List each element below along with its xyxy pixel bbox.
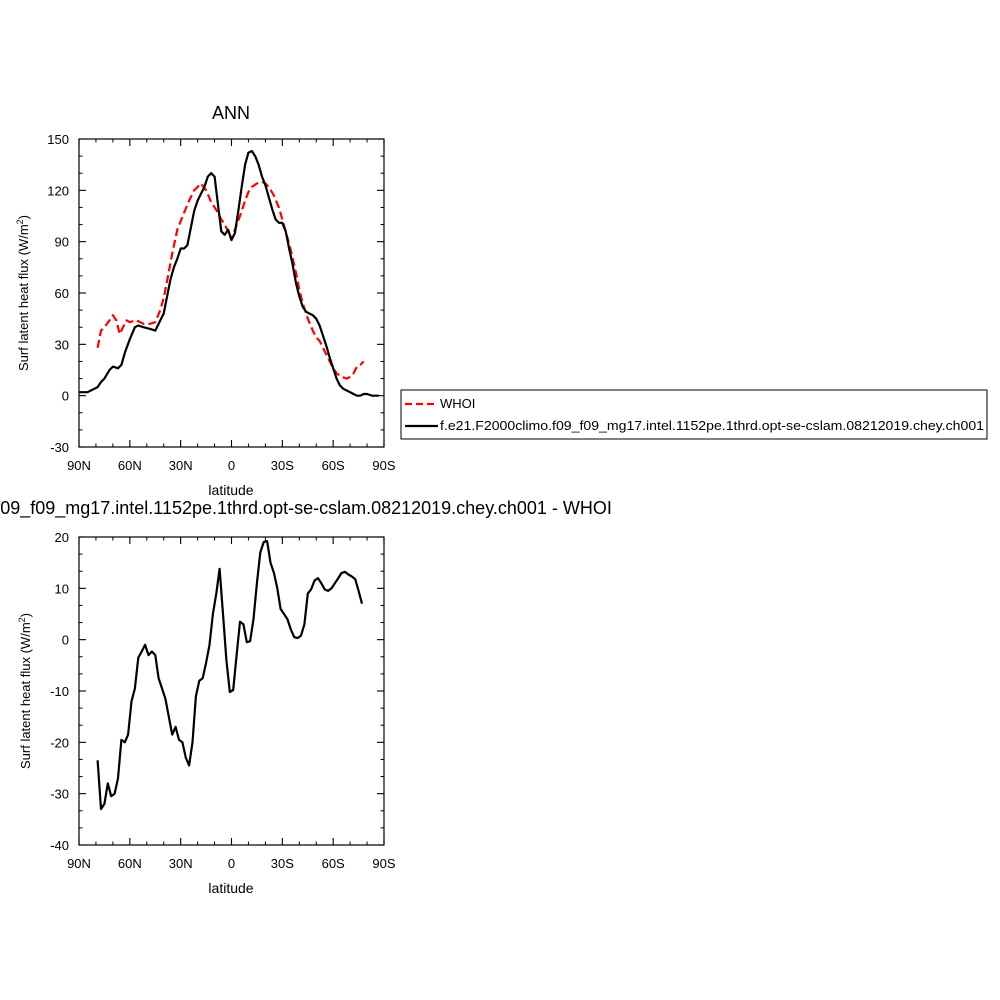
bottom-chart-title: f.e21.F2000climo.f09_f09_mg17.intel.1152… [0, 498, 612, 519]
y-tick-label: 120 [47, 183, 69, 198]
x-tick-label: 60N [118, 856, 142, 871]
bottom-y-label-main: Surf latent heat flux (W/m [18, 622, 33, 769]
bottom-y-label-tail: ) [18, 613, 33, 617]
bottom-y-label-sup: 2 [17, 617, 27, 622]
top-chart-title: ANN [212, 103, 250, 123]
legend: WHOI f.e21.F2000climo.f09_f09_mg17.intel… [400, 389, 988, 440]
top-series-line-whoi [96, 180, 365, 380]
x-tick-label: 90S [372, 458, 395, 473]
bottom-x-axis-label: latitude [208, 880, 253, 896]
bottom-axis-ticks [78, 536, 385, 846]
top-series-lines [79, 149, 379, 397]
x-tick-label: 30S [271, 856, 294, 871]
top-y-tick-labels: -30 0 30 60 90 120 150 [47, 132, 69, 455]
legend-label-whoi: WHOI [440, 396, 475, 411]
top-y-axis-label: Surf latent heat flux (W/m2) [15, 215, 31, 371]
y-tick-label: 10 [55, 581, 69, 596]
y-tick-label: -30 [50, 787, 69, 802]
top-y-label-tail: ) [16, 215, 31, 219]
top-panel: ANN -30 0 30 60 90 120 150 90N 60N 30N 0 30S 60S 90S… [15, 103, 988, 498]
top-y-label-main: Surf latent heat flux (W/m [16, 224, 31, 371]
top-plot-frame [78, 138, 385, 448]
x-tick-label: 0 [228, 458, 235, 473]
x-tick-label: 0 [228, 856, 235, 871]
bottom-series-line-difference [96, 539, 364, 811]
bottom-panel: f.e21.F2000climo.f09_f09_mg17.intel.1152… [0, 498, 612, 896]
x-tick-label: 90N [67, 458, 91, 473]
y-tick-label: 90 [55, 235, 69, 250]
bottom-y-axis-label: Surf latent heat flux (W/m2) [17, 613, 33, 769]
y-tick-label: 20 [55, 530, 69, 545]
top-axis-ticks [78, 138, 385, 448]
y-tick-label: -30 [50, 440, 69, 455]
y-tick-label: 30 [55, 337, 69, 352]
y-tick-label: -10 [50, 684, 69, 699]
bottom-y-tick-labels: -40 -30 -20 -10 0 10 20 [50, 530, 69, 853]
y-tick-label: 60 [55, 286, 69, 301]
bottom-series-lines [96, 539, 364, 811]
legend-box [400, 389, 988, 440]
top-x-axis-label: latitude [208, 482, 253, 498]
y-tick-label: 0 [62, 633, 69, 648]
x-tick-label: 60N [118, 458, 142, 473]
x-tick-label: 90S [372, 856, 395, 871]
x-tick-label: 60S [322, 458, 345, 473]
y-tick-label: -40 [50, 838, 69, 853]
x-tick-label: 30S [271, 458, 294, 473]
y-tick-label: 0 [62, 389, 69, 404]
y-tick-label: 150 [47, 132, 69, 147]
x-tick-label: 30N [169, 856, 193, 871]
y-tick-label: -20 [50, 735, 69, 750]
x-tick-label: 30N [169, 458, 193, 473]
top-x-tick-labels: 90N 60N 30N 0 30S 60S 90S [67, 458, 396, 473]
x-tick-label: 90N [67, 856, 91, 871]
legend-label-model: f.e21.F2000climo.f09_f09_mg17.intel.1152… [440, 418, 984, 433]
top-series-line-model [79, 149, 379, 397]
top-y-label-sup: 2 [15, 219, 25, 224]
x-tick-label: 60S [322, 856, 345, 871]
bottom-x-tick-labels: 90N 60N 30N 0 30S 60S 90S [67, 856, 396, 871]
